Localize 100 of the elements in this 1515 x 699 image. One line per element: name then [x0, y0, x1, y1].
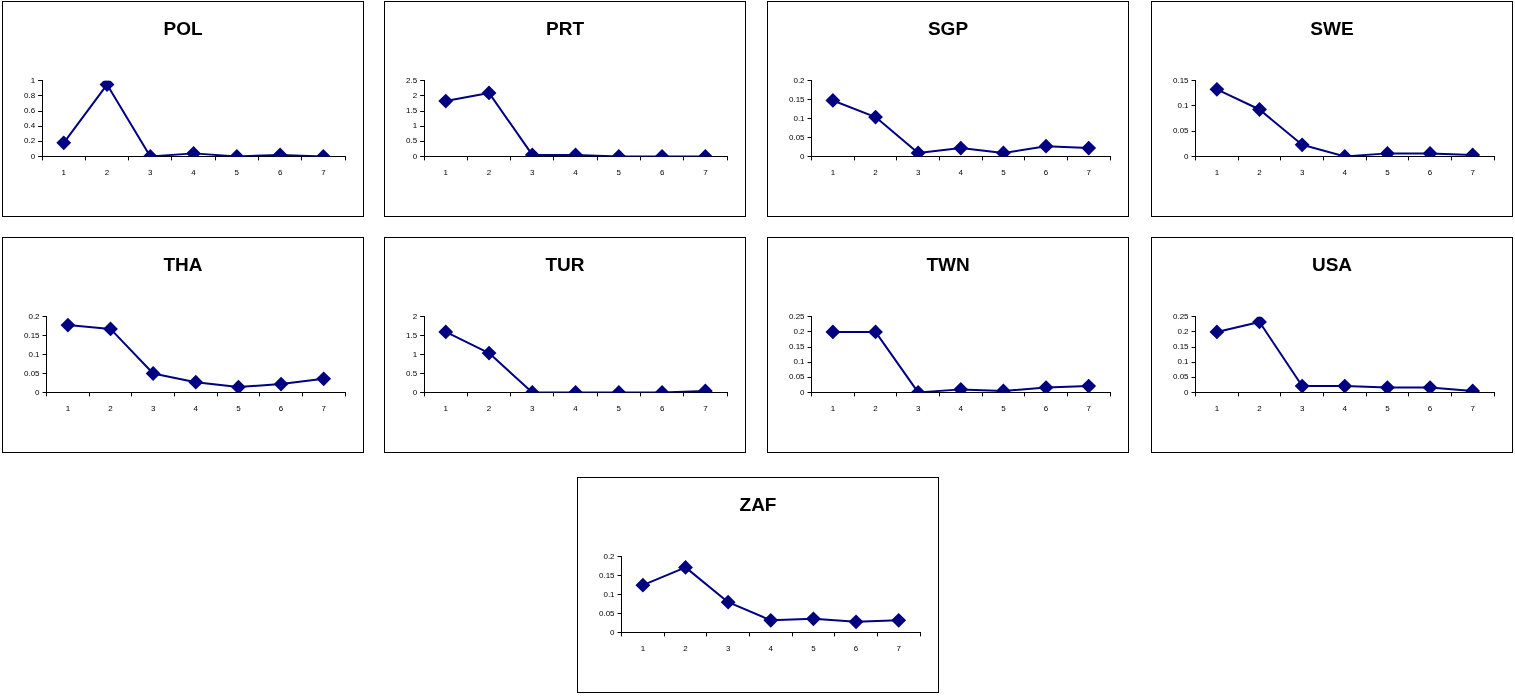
x-tick-label: 7 [703, 404, 709, 414]
y-tick-label: 0.15 [788, 342, 806, 352]
x-tick-label: 4 [958, 168, 964, 178]
x-tick-label: 2 [873, 168, 879, 178]
x-tick-label: 1 [1214, 404, 1220, 414]
y-tick-label: 0 [1184, 387, 1190, 397]
y-tick-label: 0.4 [24, 121, 36, 131]
point [849, 614, 864, 629]
point [60, 318, 75, 333]
y-tick-label: 0.05 [1172, 126, 1190, 136]
x-tick-label: 2 [486, 168, 492, 178]
point [953, 141, 968, 156]
point [1337, 379, 1352, 393]
x-tick-label: 3 [530, 404, 536, 414]
x-tick-label: 2 [683, 644, 689, 654]
y-tick-label: 0.5 [406, 368, 418, 378]
y-tick-label: 0.05 [1172, 372, 1190, 382]
y-tick-label: 0 [610, 627, 616, 637]
x-tick-label: 4 [1342, 404, 1348, 414]
x-tick-label: 5 [234, 168, 240, 178]
x-tick-label: 7 [703, 168, 709, 178]
point [56, 135, 71, 150]
x-tick-label: 3 [725, 644, 731, 654]
point [1423, 146, 1438, 157]
x-tick-label: 5 [616, 404, 622, 414]
x-tick-label: 3 [530, 168, 536, 178]
y-tick-label: 0.2 [603, 552, 616, 561]
point [186, 146, 201, 157]
point [231, 380, 246, 393]
y-tick-label: 2 [412, 91, 418, 101]
point [316, 371, 331, 386]
point [1209, 82, 1224, 97]
y-tick-label: 0 [800, 387, 806, 397]
x-tick-label: 7 [321, 404, 327, 414]
x-tick-label: 6 [1427, 168, 1433, 178]
y-tick-label: 0.6 [24, 106, 36, 116]
point [1380, 380, 1395, 393]
x-tick-label: 1 [65, 404, 71, 414]
y-tick-label: 0.2 [24, 136, 36, 146]
x-tick-label: 6 [278, 404, 284, 414]
point [996, 146, 1011, 157]
x-tick-label: 3 [148, 168, 154, 178]
x-tick-label: 6 [659, 404, 665, 414]
point [1039, 380, 1054, 393]
x-tick-label: 1 [830, 168, 836, 178]
x-tick-label: 7 [896, 644, 902, 654]
point [1039, 139, 1054, 154]
point [721, 595, 736, 610]
point [868, 110, 883, 125]
point [103, 321, 118, 336]
x-tick-label: 5 [1385, 168, 1391, 178]
y-tick-label: 2 [412, 312, 418, 321]
y-tick-label: 0.5 [406, 136, 418, 146]
y-tick-label: 0 [412, 151, 418, 161]
y-tick-label: 0.25 [788, 312, 806, 321]
point [146, 366, 161, 381]
x-tick-label: 1 [443, 168, 449, 178]
y-tick-label: 0.15 [598, 570, 616, 580]
x-tick-label: 3 [915, 168, 921, 178]
x-tick-label: 2 [873, 404, 879, 414]
y-tick-label: 0.2 [1177, 327, 1190, 337]
point [1380, 146, 1395, 157]
x-tick-label: 7 [321, 168, 327, 178]
x-tick-label: 3 [150, 404, 156, 414]
y-tick-label: 0 [412, 387, 418, 397]
y-tick-label: 0.15 [788, 94, 806, 104]
chart-title: PRT [546, 17, 585, 39]
point [825, 324, 840, 339]
x-tick-label: 3 [915, 404, 921, 414]
y-tick-label: 0.05 [788, 132, 806, 142]
point [953, 382, 968, 393]
point [1423, 380, 1438, 393]
x-tick-label: 6 [659, 168, 665, 178]
y-tick-label: 1 [412, 121, 418, 131]
point [1081, 379, 1096, 393]
chart-title: ZAF [739, 493, 777, 515]
point [825, 93, 840, 108]
y-tick-label: 0.15 [1172, 342, 1190, 352]
point [274, 377, 289, 392]
y-tick-label: 0.1 [603, 589, 616, 599]
y-tick-label: 0.2 [793, 327, 806, 337]
x-tick-label: 4 [958, 404, 964, 414]
y-tick-label: 0.1 [1177, 101, 1190, 111]
y-tick-label: 0.8 [24, 91, 36, 101]
point [100, 80, 115, 92]
point [763, 613, 778, 628]
x-tick-label: 2 [486, 404, 492, 414]
y-tick-label: 0 [35, 387, 41, 397]
chart-title: POL [163, 17, 203, 39]
x-tick-label: 6 [277, 168, 283, 178]
y-tick-label: 0.2 [28, 312, 41, 321]
point [1209, 324, 1224, 339]
x-tick-label: 1 [443, 404, 449, 414]
y-tick-label: 0.25 [1172, 312, 1190, 321]
x-tick-label: 6 [1043, 404, 1049, 414]
x-tick-label: 4 [573, 168, 579, 178]
x-tick-label: 2 [1257, 168, 1263, 178]
x-tick-label: 1 [640, 644, 646, 654]
x-tick-label: 5 [1001, 168, 1007, 178]
chart-title: SGP [927, 17, 969, 39]
